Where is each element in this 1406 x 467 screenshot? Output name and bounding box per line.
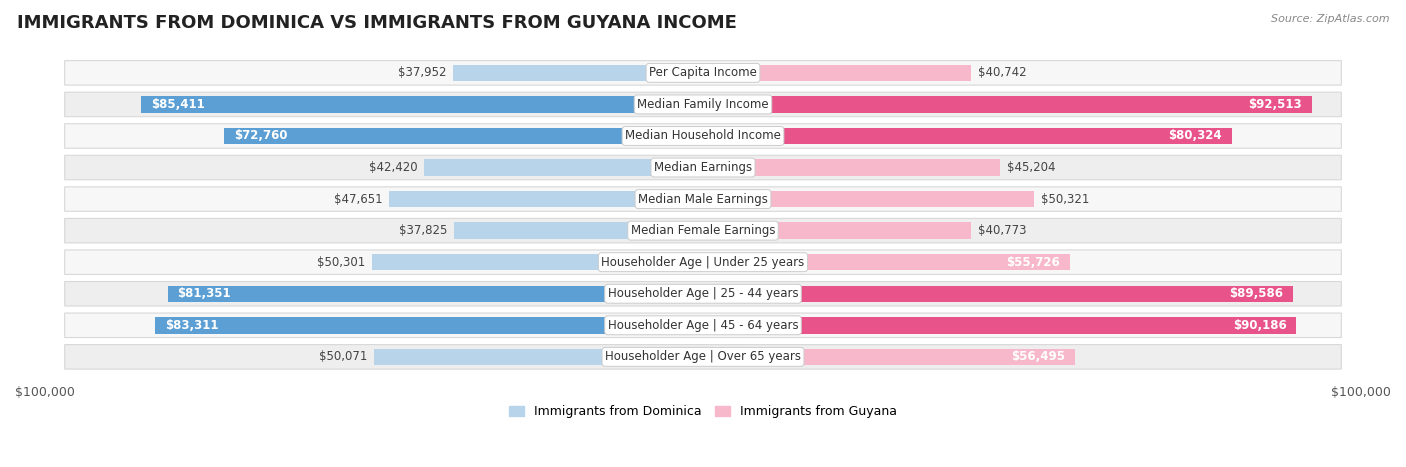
Text: Median Household Income: Median Household Income (626, 129, 780, 142)
Text: $50,301: $50,301 (318, 256, 366, 269)
FancyBboxPatch shape (65, 282, 1341, 306)
Text: Householder Age | 45 - 64 years: Householder Age | 45 - 64 years (607, 319, 799, 332)
FancyBboxPatch shape (65, 61, 1341, 85)
Text: $80,324: $80,324 (1168, 129, 1222, 142)
Text: IMMIGRANTS FROM DOMINICA VS IMMIGRANTS FROM GUYANA INCOME: IMMIGRANTS FROM DOMINICA VS IMMIGRANTS F… (17, 14, 737, 32)
Text: $42,420: $42,420 (368, 161, 418, 174)
Text: $83,311: $83,311 (165, 319, 218, 332)
FancyBboxPatch shape (65, 345, 1341, 369)
Bar (703, 96, 1312, 113)
Bar (703, 285, 1292, 302)
Text: Median Earnings: Median Earnings (654, 161, 752, 174)
Text: Householder Age | Under 25 years: Householder Age | Under 25 years (602, 256, 804, 269)
FancyBboxPatch shape (65, 92, 1341, 117)
Bar (703, 222, 972, 239)
Text: $56,495: $56,495 (1011, 350, 1064, 363)
Bar (703, 128, 1232, 144)
Text: $90,186: $90,186 (1233, 319, 1286, 332)
Text: $55,726: $55,726 (1007, 256, 1060, 269)
Text: $37,952: $37,952 (398, 66, 447, 79)
Bar (703, 317, 1296, 333)
FancyBboxPatch shape (65, 219, 1341, 243)
Text: $40,742: $40,742 (977, 66, 1026, 79)
Text: $45,204: $45,204 (1007, 161, 1056, 174)
Bar (703, 64, 972, 81)
Text: Median Female Earnings: Median Female Earnings (631, 224, 775, 237)
Bar (453, 64, 703, 81)
Bar (703, 191, 1035, 207)
Bar (703, 254, 1070, 270)
Text: $37,825: $37,825 (399, 224, 447, 237)
Bar (155, 317, 703, 333)
Bar (423, 159, 703, 176)
Text: Median Male Earnings: Median Male Earnings (638, 192, 768, 205)
FancyBboxPatch shape (65, 187, 1341, 212)
Legend: Immigrants from Dominica, Immigrants from Guyana: Immigrants from Dominica, Immigrants fro… (505, 400, 901, 423)
Text: $47,651: $47,651 (335, 192, 382, 205)
Text: $85,411: $85,411 (150, 98, 204, 111)
Text: Householder Age | Over 65 years: Householder Age | Over 65 years (605, 350, 801, 363)
Bar (167, 285, 703, 302)
Text: Householder Age | 25 - 44 years: Householder Age | 25 - 44 years (607, 287, 799, 300)
Bar (703, 159, 1001, 176)
Text: $89,586: $89,586 (1229, 287, 1282, 300)
Bar (703, 349, 1074, 365)
Text: Median Family Income: Median Family Income (637, 98, 769, 111)
Text: Per Capita Income: Per Capita Income (650, 66, 756, 79)
Text: $92,513: $92,513 (1249, 98, 1302, 111)
FancyBboxPatch shape (65, 250, 1341, 275)
Text: $40,773: $40,773 (979, 224, 1026, 237)
FancyBboxPatch shape (65, 156, 1341, 180)
FancyBboxPatch shape (65, 313, 1341, 338)
Bar (374, 349, 703, 365)
Text: $81,351: $81,351 (177, 287, 231, 300)
Bar (224, 128, 703, 144)
Bar (389, 191, 703, 207)
Text: $50,321: $50,321 (1040, 192, 1090, 205)
Text: Source: ZipAtlas.com: Source: ZipAtlas.com (1271, 14, 1389, 24)
Text: $50,071: $50,071 (319, 350, 367, 363)
FancyBboxPatch shape (65, 124, 1341, 148)
Text: $72,760: $72,760 (233, 129, 288, 142)
Bar (454, 222, 703, 239)
Bar (373, 254, 703, 270)
Bar (141, 96, 703, 113)
